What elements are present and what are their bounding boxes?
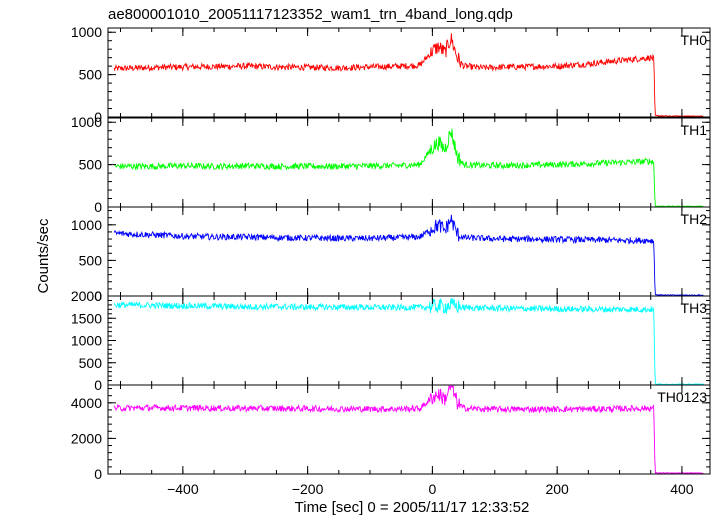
y-tick-label-th0123: 2000 xyxy=(71,430,102,446)
panel-th3: 0 500 1000 1500 2000 TH3 xyxy=(71,288,711,393)
y-tick-label-th2: 500 xyxy=(79,252,103,268)
y-tick-label-th3: 500 xyxy=(79,355,103,371)
y-tick-label-th0: 0 xyxy=(94,109,102,125)
y-tick-label-th1: 500 xyxy=(79,157,103,173)
series-line-th0123 xyxy=(113,384,704,475)
y-tick-label-th0: 1000 xyxy=(71,24,102,40)
y-tick-label-th3: 1000 xyxy=(71,333,102,349)
panel-th0123: 0 2000 4000 TH0123 xyxy=(71,384,711,482)
chart-panels: 0 500 1000 TH0 0 500 1000 TH1 0 500 1000 TH2 0 500 100… xyxy=(71,24,711,497)
series-line-th3 xyxy=(113,298,704,386)
y-tick-label-th0123: 4000 xyxy=(71,395,102,411)
series-line-th1 xyxy=(113,128,704,208)
x-tick-label: 200 xyxy=(545,481,569,497)
y-tick-label-th2: 1000 xyxy=(71,217,102,233)
x-tick-label: −400 xyxy=(167,481,199,497)
y-tick-label-th3: 2000 xyxy=(71,288,102,304)
series-line-th2 xyxy=(113,214,704,297)
panel-th0: 0 500 1000 TH0 xyxy=(71,24,711,125)
panel-label-th0123: TH0123 xyxy=(657,389,707,405)
panel-label-th2: TH2 xyxy=(681,211,708,227)
panel-th2: 0 500 1000 TH2 xyxy=(71,206,711,304)
x-tick-label: −200 xyxy=(292,481,324,497)
panel-label-th1: TH1 xyxy=(681,122,708,138)
y-tick-label-th1: 0 xyxy=(94,199,102,215)
x-axis-label: Time [sec] 0 = 2005/11/17 12:33:52 xyxy=(295,499,530,516)
y-tick-label-th1: 1000 xyxy=(71,114,102,130)
x-tick-label: 400 xyxy=(670,481,694,497)
y-tick-label-th3: 1500 xyxy=(71,310,102,326)
y-tick-label-th0123: 0 xyxy=(94,466,102,482)
series-line-th0 xyxy=(113,33,704,118)
y-tick-label-th0: 500 xyxy=(79,67,103,83)
panel-frame-th0 xyxy=(107,27,711,118)
chart-title: ae800001010_20051117123352_wam1_trn_4ban… xyxy=(108,6,513,23)
panel-label-th0: TH0 xyxy=(681,32,708,48)
panel-label-th3: TH3 xyxy=(681,300,708,316)
y-axis-label: Counts/sec xyxy=(35,218,52,294)
x-tick-label: 0 xyxy=(428,481,436,497)
y-tick-label-th2: 0 xyxy=(94,288,102,304)
y-tick-label-th3: 0 xyxy=(94,377,102,393)
panel-frame-th0123 xyxy=(107,384,711,475)
